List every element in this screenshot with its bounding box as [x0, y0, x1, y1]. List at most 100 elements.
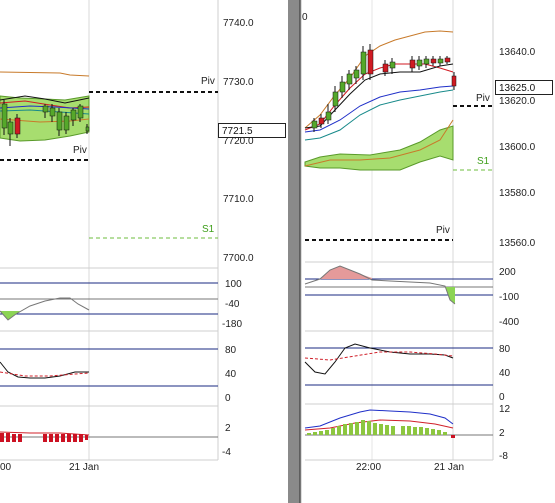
candle: [1, 103, 8, 129]
right-cloud: [304, 125, 454, 171]
candle: [444, 57, 451, 63]
left-price-tick: 7700.0: [223, 253, 254, 264]
right-macd-tick: 2: [499, 428, 505, 439]
macd-bar: [307, 433, 311, 435]
macd-bar: [67, 434, 71, 442]
macd-bar: [325, 430, 329, 435]
right-ma-red: [304, 63, 454, 131]
left-pivot-upper-label: Piv: [201, 76, 215, 87]
macd-bar: [349, 423, 353, 435]
right-osc-tick: -400: [499, 317, 519, 328]
macd-bar: [6, 433, 10, 442]
macd-bar: [85, 435, 88, 440]
macd-bar: [73, 434, 77, 442]
macd-bar: [379, 424, 383, 435]
macd-bar: [319, 431, 323, 435]
left-osc-tick: -180: [222, 319, 242, 330]
right-ma-teal: [304, 89, 454, 141]
left-macd-tick: -4: [222, 447, 231, 458]
left-price-tick: 7730.0: [223, 77, 254, 88]
right-price-tick: 13580.0: [499, 188, 536, 199]
macd-bar: [425, 428, 429, 435]
macd-bar: [431, 429, 435, 435]
macd-bar: [313, 432, 317, 435]
macd-bar: [18, 434, 22, 442]
left-upper-band: [0, 71, 90, 77]
macd-bar: [451, 435, 455, 438]
left-price-tick: 7720.0: [223, 136, 254, 147]
right-time-label: 21 Jan: [434, 462, 464, 473]
right-chart: Piv Piv S1 0 13640.0 13620.0 13600.0 135…: [302, 0, 536, 473]
left-osc-green-fill: [0, 311, 20, 320]
left-price-tick: 7740.0: [223, 18, 254, 29]
left-stoch-k: [0, 361, 89, 379]
candle: [77, 105, 84, 119]
left-stoch-d: [0, 371, 90, 377]
candle: [325, 111, 332, 121]
macd-bar: [413, 427, 417, 435]
right-pivot-upper-label: Piv: [476, 93, 490, 104]
candle: [311, 120, 318, 129]
right-price-tick: 13620.0: [499, 96, 536, 107]
right-time-label: 22:00: [356, 462, 381, 473]
left-ma-blue: [0, 105, 90, 110]
left-candles: [1, 100, 90, 146]
left-stoch-tick: 0: [225, 393, 231, 404]
macd-bar: [437, 430, 441, 435]
right-osc-line: [304, 265, 456, 305]
right-current-price-box: 13625.0: [495, 80, 553, 95]
macd-bar: [331, 428, 335, 435]
candle: [367, 49, 374, 75]
candle: [7, 121, 14, 135]
left-ma-red: [0, 100, 90, 109]
candle: [56, 111, 63, 131]
left-macd-histogram: [0, 433, 88, 442]
macd-bar: [419, 427, 423, 435]
candle: [353, 69, 360, 79]
macd-bar: [407, 426, 411, 435]
left-osc-tick: 100: [225, 279, 242, 290]
macd-bar: [391, 426, 395, 435]
candle: [318, 117, 325, 125]
right-ma-blue: [304, 85, 454, 133]
left-osc-tick: -40: [225, 299, 240, 310]
candle: [389, 61, 396, 69]
right-candles: [311, 44, 457, 132]
left-support-label: S1: [202, 224, 215, 235]
candle: [416, 59, 423, 67]
candle: [360, 51, 367, 75]
right-support-label: S1: [477, 156, 490, 167]
macd-bar: [12, 434, 16, 442]
right-macd-histogram: [307, 420, 455, 438]
right-upper-band: [304, 30, 454, 129]
macd-bar: [401, 426, 405, 435]
right-stoch-d: [304, 351, 454, 361]
candle: [451, 75, 457, 87]
left-ma-black: [0, 95, 90, 104]
right-price-tick: 13600.0: [499, 142, 536, 153]
left-chart: Piv Piv S1 7740.0 7730.0 7720.0 7710.0 7…: [0, 0, 254, 473]
right-stoch-k: [304, 343, 454, 375]
macd-bar: [49, 434, 53, 442]
right-osc-tick: 200: [499, 267, 516, 278]
right-macd-tick: -8: [499, 451, 508, 462]
pane-divider[interactable]: [288, 0, 300, 503]
macd-bar: [443, 432, 447, 435]
candle: [339, 81, 346, 93]
right-stoch-tick: 40: [499, 368, 511, 379]
candle: [42, 105, 49, 113]
right-osc-green-fill: [445, 287, 455, 304]
right-price-tick: 13640.0: [499, 47, 536, 58]
left-stoch-tick: 40: [225, 369, 237, 380]
left-stoch-tick: 80: [225, 345, 237, 356]
candle: [14, 117, 21, 135]
right-stoch-tick: 80: [499, 344, 511, 355]
left-time-label: 00: [0, 462, 12, 473]
candle: [49, 107, 56, 117]
candle: [85, 126, 90, 132]
macd-bar: [385, 425, 389, 435]
right-pivot-lower-label: Piv: [436, 225, 450, 236]
macd-bar: [337, 426, 341, 435]
left-time-label: 21 Jan: [69, 462, 99, 473]
